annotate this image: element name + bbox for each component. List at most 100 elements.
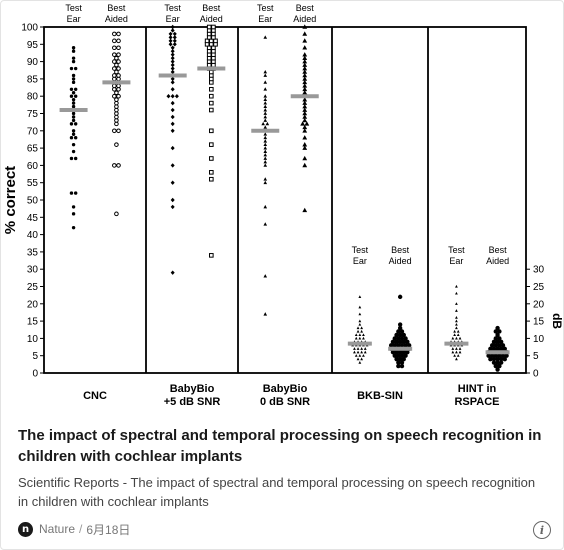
data-point	[263, 87, 268, 91]
group-label-aided: Aided	[200, 14, 223, 24]
group-label-test: Ear	[353, 256, 367, 266]
data-point	[73, 87, 78, 91]
data-point	[397, 322, 403, 327]
data-point	[397, 339, 403, 345]
data-point	[497, 363, 502, 369]
data-point	[458, 347, 462, 350]
figure: 0 5 10 15 20 25 30 35 40 45 50 55 60 65 70 75 80 85 90 95 10…	[1, 1, 564, 416]
data-point	[302, 135, 308, 140]
group-label-test: Test	[257, 3, 274, 13]
y2-tick-label: 20	[533, 299, 545, 310]
data-point	[300, 121, 306, 126]
data-point	[263, 204, 268, 209]
y-tick-label: 45	[27, 213, 39, 224]
data-point	[497, 353, 502, 358]
data-point	[455, 309, 458, 312]
data-point	[170, 87, 175, 92]
data-point	[170, 24, 175, 30]
data-point	[263, 35, 268, 39]
group-label-test: Test	[352, 245, 369, 255]
data-point	[497, 343, 502, 348]
data-point	[114, 97, 119, 102]
y2-axis-label: dB	[550, 313, 563, 329]
panel-label: +5 dB SNR	[164, 396, 221, 408]
data-point	[71, 59, 76, 64]
data-point	[263, 111, 268, 115]
data-point	[456, 333, 460, 337]
data-point	[170, 28, 175, 33]
data-point	[112, 66, 117, 71]
data-point	[263, 139, 268, 143]
data-point	[112, 31, 117, 37]
article-title[interactable]: The impact of spectral and temporal proc…	[18, 427, 542, 465]
data-point	[71, 73, 76, 78]
data-point	[495, 356, 500, 362]
y-tick-label: 55	[27, 178, 39, 189]
data-point	[405, 350, 410, 355]
data-point	[209, 176, 214, 182]
source-separator: /	[79, 522, 83, 536]
data-point	[360, 357, 364, 361]
data-point	[263, 180, 268, 185]
data-point	[354, 333, 358, 337]
data-point	[399, 343, 405, 348]
data-point	[170, 121, 175, 127]
data-point	[403, 343, 408, 348]
data-point	[358, 295, 362, 298]
data-point	[302, 142, 308, 147]
group-label-test: Ear	[258, 14, 272, 24]
data-point	[71, 225, 76, 230]
data-point	[399, 336, 405, 341]
data-point	[358, 336, 362, 340]
info-icon[interactable]: i	[533, 521, 551, 539]
data-point	[114, 211, 119, 217]
y-tick-label: 15	[27, 317, 39, 328]
data-point	[504, 353, 509, 358]
data-point	[170, 145, 175, 151]
data-point	[69, 191, 74, 195]
data-point	[397, 356, 403, 362]
data-point	[500, 353, 506, 358]
data-point	[302, 69, 308, 74]
group-label-aided: Aided	[293, 14, 316, 24]
data-point	[302, 100, 308, 105]
data-point	[174, 94, 179, 99]
y-tick-label: 95	[27, 40, 39, 51]
data-point	[302, 86, 308, 92]
data-point	[263, 108, 268, 112]
data-point	[263, 177, 268, 181]
data-point	[491, 339, 497, 345]
data-point	[491, 360, 497, 365]
data-point	[170, 59, 175, 64]
y-tick-label: 0	[32, 369, 38, 380]
data-point	[112, 52, 117, 57]
y-tick-label: 75	[27, 109, 39, 120]
data-point	[69, 156, 74, 161]
data-point	[302, 107, 308, 112]
data-point	[302, 145, 308, 150]
data-point	[396, 360, 401, 365]
data-point	[209, 100, 214, 106]
data-point	[358, 312, 362, 316]
data-point	[116, 73, 121, 78]
data-point	[168, 35, 173, 40]
data-point	[170, 94, 175, 99]
y2-tick-label: 25	[533, 282, 545, 293]
data-point	[363, 350, 367, 354]
y-tick-label: 35	[27, 247, 39, 258]
source-name[interactable]: Nature	[39, 522, 76, 536]
data-point	[502, 346, 507, 351]
data-point	[495, 346, 500, 351]
data-point	[354, 336, 358, 340]
data-point	[71, 111, 76, 116]
y2-tick-label: 5	[533, 351, 539, 362]
data-point	[495, 360, 500, 365]
data-point	[401, 339, 406, 345]
data-point	[397, 350, 403, 355]
data-point	[397, 325, 403, 331]
data-point	[209, 128, 214, 134]
y-tick-label: 10	[27, 334, 39, 345]
data-point	[455, 326, 458, 330]
data-point	[170, 66, 175, 71]
